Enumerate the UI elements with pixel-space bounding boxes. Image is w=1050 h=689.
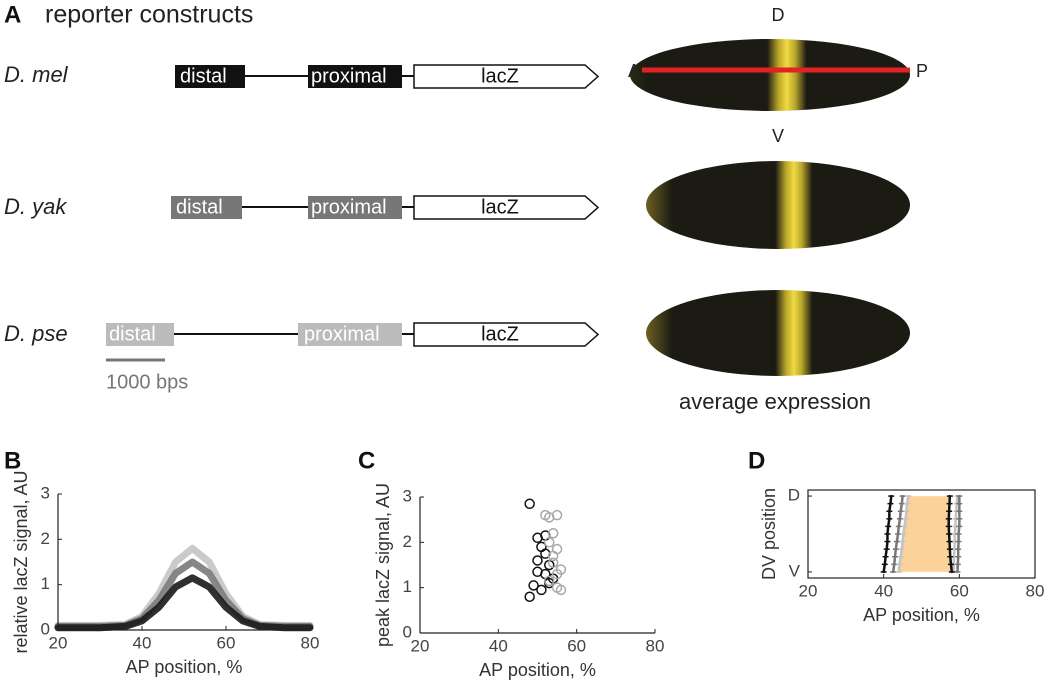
- y-axis-label: relative lacZ signal, AU: [11, 470, 31, 653]
- panel-label: D: [748, 447, 765, 474]
- embryo-caption: average expression: [679, 389, 871, 414]
- point: [532, 555, 543, 566]
- point: [551, 509, 563, 521]
- reporter-label: lacZ: [481, 65, 519, 87]
- point: [547, 550, 559, 562]
- x-tick-label: 80: [646, 636, 665, 655]
- x-tick-label: 20: [49, 633, 68, 652]
- point: [547, 557, 559, 568]
- x-axis-label: AP position, %: [863, 605, 980, 625]
- construct-row: D. yak distal proximal lacZ: [4, 194, 600, 220]
- x-tick-label: 60: [567, 636, 586, 655]
- reporter-arrow: [413, 322, 600, 347]
- embryo: [646, 161, 910, 249]
- construct-row: D. pse distal proximal lacZ: [4, 321, 600, 347]
- reporter-arrow: [413, 195, 600, 220]
- point: [544, 537, 555, 548]
- point: [551, 568, 563, 580]
- scale-label: 1000 bps: [106, 371, 188, 393]
- x-tick-label: 60: [217, 633, 236, 652]
- y-tick-label: V: [789, 561, 801, 580]
- y-tick-label: D: [788, 486, 800, 505]
- reporter-arrow: [413, 64, 600, 89]
- y-tick-label: 1: [403, 577, 412, 596]
- species: D. pse: [4, 321, 68, 346]
- reporter-label: lacZ: [481, 196, 519, 218]
- line: [54, 558, 314, 630]
- proximal-label: proximal: [311, 196, 387, 218]
- embryo: [646, 290, 910, 376]
- panel-label: C: [358, 447, 375, 474]
- construct-row: D. mel distal proximal lacZ: [4, 62, 600, 89]
- axis-letter: V: [772, 126, 784, 146]
- panel-label: B: [4, 447, 21, 474]
- distal-box: [106, 323, 174, 346]
- x-tick-label: 80: [1026, 581, 1045, 600]
- proximal-box: [308, 196, 402, 219]
- y-tick-label: 0: [403, 622, 412, 641]
- x-tick-label: 20: [411, 636, 430, 655]
- y-tick-label: 3: [41, 483, 50, 502]
- x-tick-label: 40: [133, 633, 152, 652]
- chart: D AP position, % DV position 20 40 60 80 D V: [748, 447, 1044, 624]
- axes-frame: [807, 489, 1036, 579]
- y-tick-label: 3: [403, 486, 412, 505]
- proximal-label: proximal: [304, 323, 380, 345]
- point: [524, 498, 535, 510]
- x-tick-label: 60: [950, 581, 969, 600]
- point: [540, 509, 551, 521]
- point: [551, 543, 563, 555]
- embryo: [630, 39, 910, 111]
- x-tick-label: 40: [874, 581, 893, 600]
- chart: CAP position, %peak lacZ signal, AU 20 40 6…: [358, 447, 664, 679]
- distal-box: [171, 196, 242, 219]
- chart: B AP position, % relative lacZ signal, AU 2…: [4, 447, 319, 676]
- y-tick-label: 1: [41, 574, 50, 593]
- x-tick-label: 40: [489, 636, 508, 655]
- x-axis-label: AP position, %: [126, 657, 243, 677]
- y-axis-label: DV position: [759, 488, 779, 580]
- point: [544, 575, 555, 587]
- reporter-label: lacZ: [481, 323, 519, 345]
- axis-letter: D: [772, 5, 785, 25]
- point: [555, 584, 567, 596]
- y-tick-label: 2: [41, 529, 50, 548]
- proximal-box: [298, 323, 402, 346]
- line: [54, 544, 314, 629]
- y-tick-label: 2: [403, 532, 412, 551]
- species: D. yak: [4, 194, 67, 219]
- x-axis-label: AP position, %: [479, 660, 596, 680]
- distal-box: [175, 65, 245, 88]
- panel-title: reporter constructs: [45, 1, 253, 29]
- distal-label: distal: [176, 196, 223, 218]
- point: [524, 591, 535, 602]
- point: [528, 580, 539, 591]
- y-axis-label: peak lacZ signal, AU: [373, 483, 393, 647]
- proximal-box: [308, 65, 402, 88]
- distal-label: distal: [109, 323, 156, 345]
- axis-letter: A: [628, 61, 640, 81]
- expression-domain: [898, 496, 952, 572]
- line: [54, 574, 314, 632]
- point: [536, 584, 547, 596]
- panel-label: A: [4, 1, 21, 28]
- point: [547, 528, 559, 539]
- y-tick-label: 0: [41, 619, 50, 638]
- x-tick-label: 20: [799, 581, 818, 600]
- x-tick-label: 80: [301, 633, 320, 652]
- proximal-label: proximal: [311, 65, 387, 87]
- axis-letter: P: [916, 61, 928, 81]
- species: D. mel: [4, 62, 69, 87]
- distal-label: distal: [180, 65, 227, 87]
